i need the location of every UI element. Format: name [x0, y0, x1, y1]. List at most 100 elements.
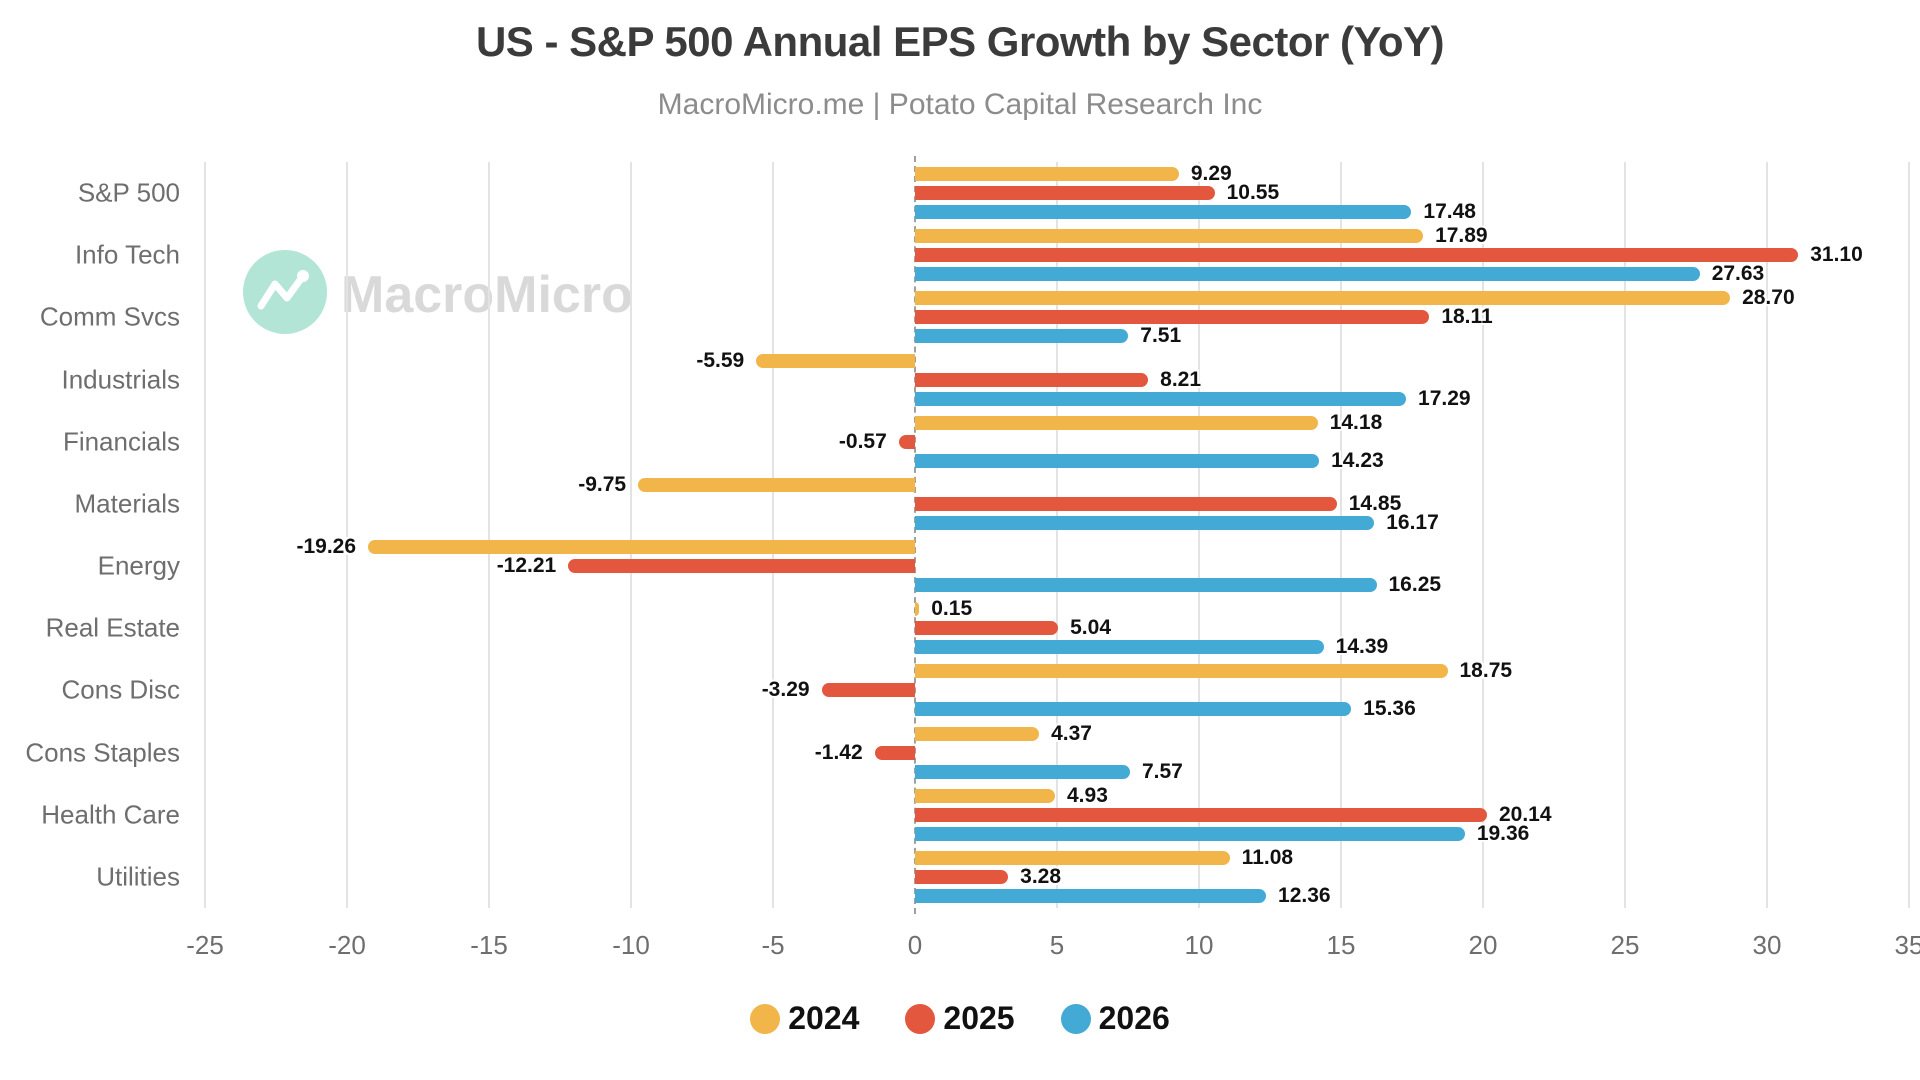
zero-line: [914, 156, 916, 914]
x-tick-label: 0: [907, 930, 923, 960]
x-tick-label: 10: [1184, 930, 1214, 960]
bar-value-label: 31.10: [1810, 243, 1863, 267]
x-tick-label: 25: [1610, 930, 1640, 960]
bar-value-label: 0.15: [931, 597, 973, 621]
legend-label: 2026: [1098, 1000, 1170, 1036]
x-tick-label: 5: [1049, 930, 1065, 960]
bar-value-label: 9.29: [1190, 162, 1232, 186]
bar-value-label: 7.51: [1140, 324, 1182, 348]
bar-2024-comm-svcs: [915, 291, 1731, 306]
bar-2026-utilities: [915, 888, 1267, 903]
bar-value-label: 18.75: [1459, 659, 1513, 683]
gridline: [1056, 162, 1058, 908]
x-tick-label: 15: [1326, 930, 1356, 960]
bar-value-label: 11.08: [1241, 845, 1294, 869]
bar-2024-info-tech: [915, 229, 1424, 244]
bar-2025-energy: [568, 559, 915, 574]
gridline: [1624, 162, 1626, 908]
category-label: S&P 500: [77, 177, 180, 208]
bar-value-label: 14.85: [1348, 491, 1402, 515]
bar-2026-info-tech: [915, 267, 1700, 282]
bar-2024-materials: [638, 477, 915, 492]
bar-2024-real-estate: [915, 602, 920, 617]
legend-item-2025[interactable]: 2025: [905, 1000, 1015, 1037]
category-label: Health Care: [41, 799, 180, 830]
bar-2026-industrials: [915, 391, 1407, 406]
chart-title: US - S&P 500 Annual EPS Growth by Sector…: [475, 18, 1445, 65]
legend-item-2024[interactable]: 2024: [750, 1000, 859, 1037]
x-tick-label: -25: [186, 930, 224, 960]
bar-value-label: 4.37: [1051, 721, 1092, 745]
category-label: Materials: [74, 488, 180, 519]
bar-2026-cons-staples: [915, 764, 1130, 779]
legend: 2024 2025 2026: [0, 1000, 1920, 1037]
category-label: Info Tech: [74, 239, 180, 270]
gridline: [1340, 162, 1342, 908]
x-tick-label: -15: [470, 930, 508, 960]
legend-item-2026[interactable]: 2026: [1060, 1000, 1170, 1037]
x-tick-label: 35: [1894, 930, 1920, 960]
category-label: Cons Disc: [61, 674, 180, 705]
bar-2025-info-tech: [915, 248, 1799, 263]
bar-2025-comm-svcs: [915, 310, 1430, 325]
bar-value-label: -1.42: [814, 740, 863, 764]
bar-value-label: 10.55: [1226, 181, 1280, 205]
bar-2025-financials: [898, 434, 915, 449]
bar-value-label: 19.36: [1476, 821, 1530, 845]
bar-value-label: 28.70: [1742, 286, 1795, 310]
bar-2026-health-care: [915, 826, 1465, 841]
gridline: [1766, 162, 1768, 908]
category-label: Cons Staples: [25, 737, 180, 768]
gridline: [630, 162, 632, 908]
x-tick-label: -10: [612, 930, 650, 960]
bar-value-label: 14.23: [1331, 448, 1384, 472]
bar-value-label: -0.57: [838, 429, 887, 453]
bar-value-label: 15.36: [1363, 697, 1416, 721]
bar-2026-financials: [915, 453, 1320, 468]
bar-value-label: 4.93: [1067, 783, 1108, 807]
bar-value-label: 12.36: [1278, 883, 1331, 907]
bar-2024-financials: [915, 415, 1318, 430]
gridline: [346, 162, 348, 908]
bar-value-label: 16.25: [1388, 573, 1442, 597]
gridline: [772, 162, 774, 908]
bar-value-label: 20.14: [1498, 802, 1552, 826]
bar-value-label: 18.11: [1441, 305, 1493, 329]
x-tick-label: 20: [1468, 930, 1498, 960]
category-label: Utilities: [96, 861, 180, 892]
gridline: [204, 162, 206, 908]
bar-2025-real-estate: [915, 621, 1059, 636]
bar-2025-industrials: [915, 372, 1149, 387]
bar-2026-cons-disc: [915, 702, 1352, 717]
bar-2026-real-estate: [915, 640, 1324, 655]
bar-2024-industrials: [756, 353, 915, 368]
category-label: Real Estate: [45, 612, 180, 643]
bar-value-label: 7.57: [1141, 759, 1183, 783]
x-tick-label: -20: [328, 930, 366, 960]
bar-2024-cons-staples: [915, 726, 1040, 741]
bar-value-label: 8.21: [1160, 367, 1202, 391]
x-tick-label: -5: [761, 930, 785, 960]
bar-value-label: 16.17: [1386, 510, 1439, 534]
bar-2026-energy: [915, 578, 1377, 593]
bar-value-label: -19.26: [296, 535, 357, 559]
bar-2025-health-care: [915, 807, 1487, 822]
bar-2024-utilities: [915, 850, 1230, 865]
x-tick-label: 30: [1752, 930, 1782, 960]
category-label: Industrials: [61, 364, 181, 395]
bar-value-label: 14.18: [1329, 410, 1383, 434]
bar-value-label: 17.29: [1418, 386, 1471, 410]
bar-2024-cons-disc: [915, 664, 1448, 679]
bar-2024-health-care: [915, 788, 1055, 803]
bar-value-label: 3.28: [1020, 864, 1062, 888]
bar-value-label: -9.75: [578, 472, 627, 496]
bar-2025-cons-disc: [821, 683, 915, 698]
legend-label: 2024: [788, 1000, 860, 1036]
gridline: [1908, 162, 1910, 908]
gridline: [1198, 162, 1200, 908]
bar-value-label: -5.59: [696, 348, 745, 372]
category-label: Energy: [97, 550, 180, 581]
category-label: Comm Svcs: [39, 301, 180, 332]
